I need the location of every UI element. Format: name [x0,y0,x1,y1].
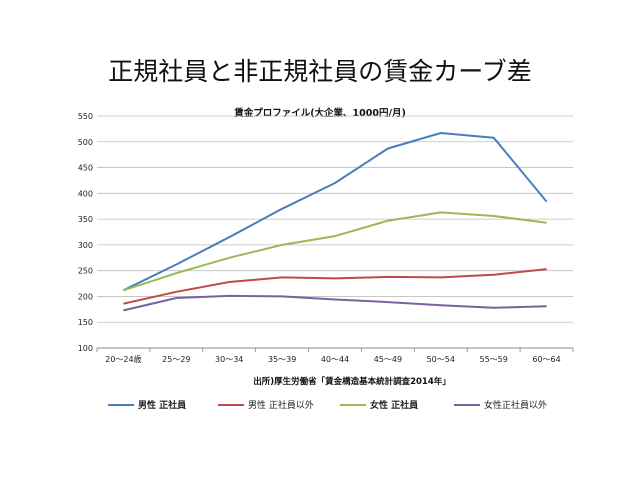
x-tick-label: 35～39 [268,355,296,364]
x-tick-label: 60～64 [532,355,560,364]
y-tick-label: 550 [78,112,93,121]
legend-swatch [218,403,244,406]
legend-swatch [340,403,366,406]
legend-label: 女性正社員以外 [484,401,548,411]
x-tick-label: 55～59 [479,355,507,364]
y-tick-label: 500 [78,138,93,147]
series-lines [122,132,548,312]
legend-label: 男性 正社員 [138,401,187,411]
y-tick-label: 100 [78,344,93,353]
legend-item: 男性 正社員以外 [218,398,314,411]
x-tick-label: 20～24歳 [105,354,141,364]
x-tick-label: 30～34 [215,355,243,364]
grid-lines [97,115,573,349]
chart-title: 賃金プロファイル(大企業、1000円/月) [233,107,406,119]
x-tick-label: 25～29 [162,355,190,364]
y-tick-label: 350 [78,215,93,224]
y-tick-label: 300 [78,241,93,250]
y-axis-ticks: 100 150 200 250 300 350 400 450 500 550 [78,112,93,353]
y-tick-label: 150 [78,318,93,327]
legend-item: 男性 正社員 [108,398,186,411]
series-line-1 [123,268,547,305]
x-tick-label: 50～54 [427,355,455,364]
series-line-2 [123,211,547,292]
source-note: 出所)厚生労働省「賃金構造基本統計調査2014年」 [253,376,451,387]
legend-swatch [108,403,134,406]
legend-label: 男性 正社員以外 [248,401,314,411]
y-tick-label: 400 [78,189,93,198]
x-tick-label: 45～49 [374,355,402,364]
legend-item: 女性正社員以外 [454,398,547,411]
y-tick-label: 250 [78,267,93,276]
series-line-3 [123,294,547,312]
y-tick-label: 200 [78,292,93,301]
x-tick-label: 40～44 [321,355,349,364]
x-axis-ticks: 20～24歳 25～29 30～34 35～39 40～44 45～49 50～54 55～5… [96,348,574,364]
legend-item: 女性 正社員 [340,398,418,411]
chart-legend: 男性 正社員 男性 正社員以外 女性 正社員 女性正社員以外 [108,398,588,416]
legend-label: 女性 正社員 [370,401,419,411]
legend-swatch [454,403,480,406]
series-line-0 [122,132,548,292]
y-tick-label: 450 [78,164,93,173]
slide-title: 正規社員と非正規社員の賃金カーブ差 [108,57,532,86]
